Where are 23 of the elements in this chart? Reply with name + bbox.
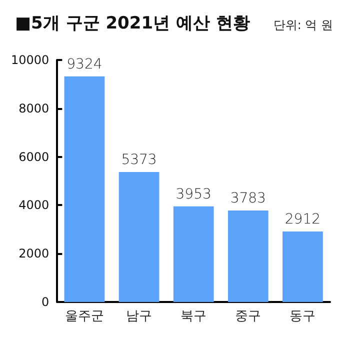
y-tick-label: 2000 — [18, 246, 50, 261]
data-label: 2912 — [284, 212, 321, 228]
data-label: 9324 — [66, 56, 102, 72]
bar — [64, 76, 105, 302]
bar — [173, 206, 214, 302]
data-label: 5373 — [121, 152, 157, 168]
y-tick-label: 10000 — [10, 53, 50, 67]
bar — [282, 232, 323, 302]
bar — [118, 172, 160, 302]
bar — [228, 210, 268, 302]
x-tick-label: 북구 — [180, 309, 207, 324]
y-tick-label: 4000 — [18, 198, 50, 212]
x-tick-label: 울주군 — [64, 309, 104, 324]
data-label: 3953 — [176, 186, 212, 202]
y-tick-label: 0 — [42, 295, 50, 309]
text: 단위: 억 원 — [273, 18, 333, 32]
x-tick-label: 동구 — [290, 309, 316, 324]
y-tick-label: 6000 — [18, 150, 50, 164]
data-label: 3783 — [230, 190, 266, 206]
y-tick-label: 8000 — [18, 101, 50, 116]
x-tick-label: 남구 — [126, 309, 152, 324]
chart-title: ■5개 구군 2021년 예산 현황 — [15, 14, 250, 34]
x-tick-label: 중구 — [235, 309, 262, 324]
